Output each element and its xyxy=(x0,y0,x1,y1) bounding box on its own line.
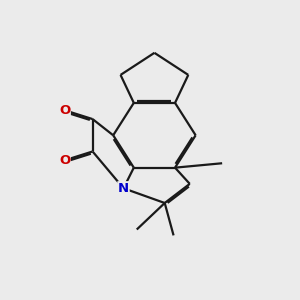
Text: O: O xyxy=(59,154,70,167)
Text: O: O xyxy=(59,104,70,117)
Text: N: N xyxy=(118,182,129,195)
